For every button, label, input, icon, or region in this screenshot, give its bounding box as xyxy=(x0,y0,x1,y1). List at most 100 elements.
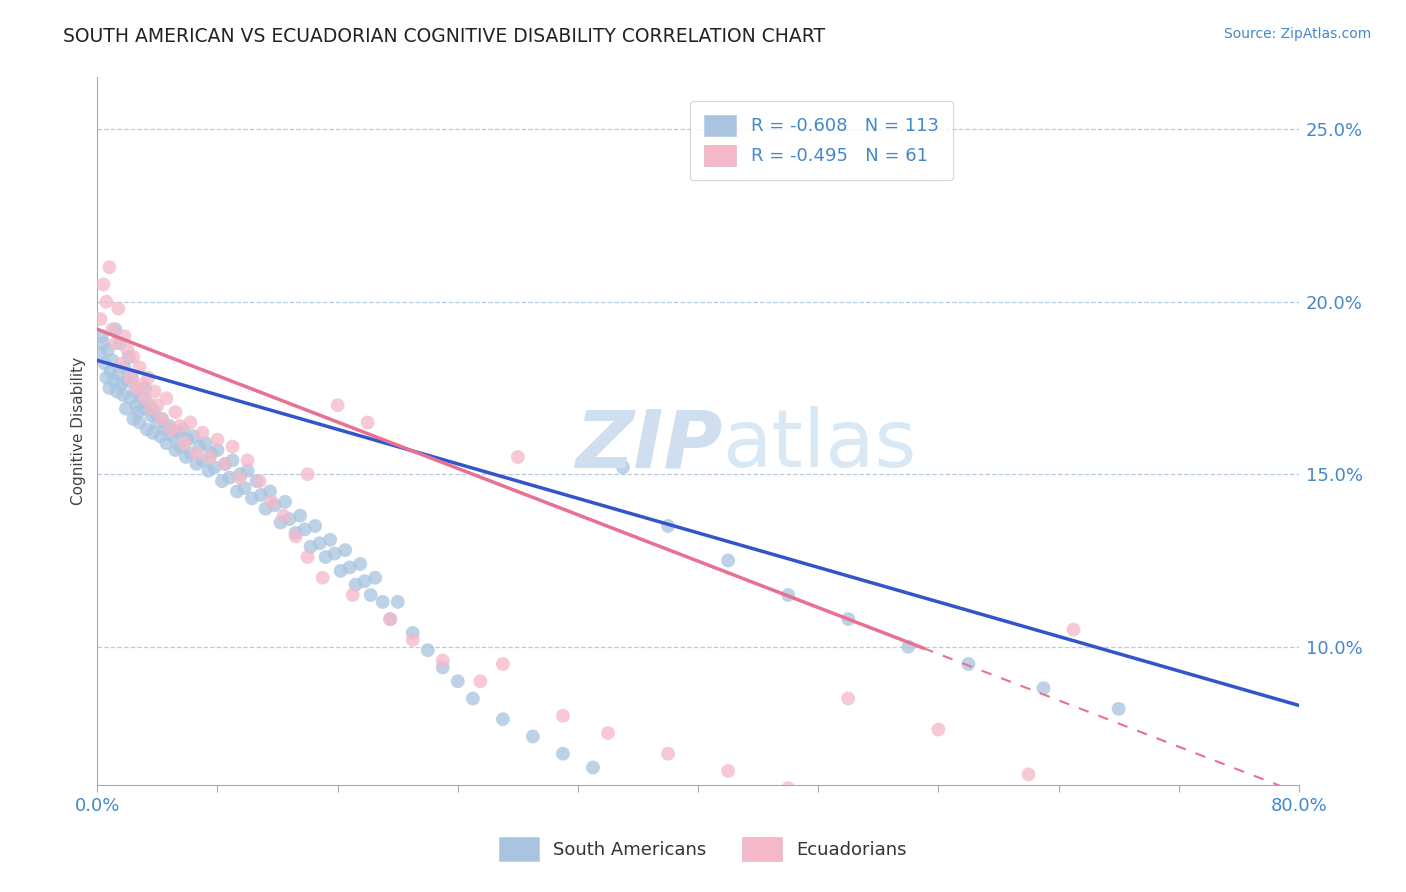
Point xyxy=(360,588,382,602)
Legend: R = -0.608   N = 113, R = -0.495   N = 61: R = -0.608 N = 113, R = -0.495 N = 61 xyxy=(689,101,953,180)
Point xyxy=(128,360,150,375)
Point xyxy=(380,612,402,626)
Point xyxy=(93,277,115,292)
Point xyxy=(118,350,141,364)
Point xyxy=(141,401,163,416)
Point xyxy=(311,571,333,585)
Point xyxy=(101,353,124,368)
Point xyxy=(121,370,143,384)
Point xyxy=(957,657,980,671)
Point xyxy=(146,416,169,430)
Point xyxy=(120,392,142,406)
Point xyxy=(339,560,361,574)
Point xyxy=(173,436,195,450)
Point xyxy=(612,460,634,475)
Point xyxy=(112,360,135,375)
Point xyxy=(110,357,132,371)
Point xyxy=(717,764,740,778)
Point xyxy=(1032,681,1054,695)
Point xyxy=(127,405,149,419)
Point xyxy=(96,294,118,309)
Point xyxy=(233,481,256,495)
Point xyxy=(179,416,201,430)
Point xyxy=(254,501,277,516)
Point xyxy=(297,549,319,564)
Y-axis label: Cognitive Disability: Cognitive Disability xyxy=(72,357,86,505)
Point xyxy=(778,588,800,602)
Point xyxy=(221,440,243,454)
Point xyxy=(197,464,219,478)
Point xyxy=(104,322,127,336)
Point xyxy=(100,364,122,378)
Point xyxy=(492,712,515,726)
Point xyxy=(551,747,574,761)
Point xyxy=(132,401,155,416)
Point xyxy=(204,460,226,475)
Point xyxy=(138,370,160,384)
Legend: South Americans, Ecuadorians: South Americans, Ecuadorians xyxy=(489,829,917,870)
Point xyxy=(172,422,194,436)
Point xyxy=(349,557,371,571)
Point xyxy=(329,564,352,578)
Point xyxy=(97,343,120,357)
Point xyxy=(155,392,177,406)
Point xyxy=(90,329,112,343)
Point xyxy=(183,429,205,443)
Point xyxy=(160,422,183,436)
Point xyxy=(93,336,115,351)
Point xyxy=(1108,702,1130,716)
Point xyxy=(333,543,356,558)
Point xyxy=(131,377,153,392)
Point xyxy=(447,674,470,689)
Point xyxy=(122,412,145,426)
Point xyxy=(837,612,859,626)
Point xyxy=(94,357,117,371)
Point xyxy=(214,457,236,471)
Point xyxy=(326,398,349,412)
Point xyxy=(142,425,165,440)
Point xyxy=(273,508,295,523)
Point xyxy=(153,422,176,436)
Point xyxy=(207,433,229,447)
Point xyxy=(837,691,859,706)
Point xyxy=(717,553,740,567)
Point xyxy=(98,381,121,395)
Point xyxy=(169,418,191,433)
Point xyxy=(98,260,121,275)
Point xyxy=(323,547,346,561)
Point xyxy=(299,540,322,554)
Point xyxy=(342,588,364,602)
Point xyxy=(274,495,297,509)
Point xyxy=(155,436,177,450)
Point xyxy=(128,416,150,430)
Point xyxy=(194,436,217,450)
Point xyxy=(117,374,139,388)
Point xyxy=(214,457,236,471)
Point xyxy=(191,453,214,467)
Point xyxy=(522,730,544,744)
Text: SOUTH AMERICAN VS ECUADORIAN COGNITIVE DISABILITY CORRELATION CHART: SOUTH AMERICAN VS ECUADORIAN COGNITIVE D… xyxy=(63,27,825,45)
Point xyxy=(402,626,425,640)
Point xyxy=(191,425,214,440)
Point xyxy=(111,388,134,402)
Point xyxy=(124,384,146,399)
Point xyxy=(250,488,273,502)
Point xyxy=(308,536,330,550)
Point xyxy=(353,574,375,589)
Point xyxy=(188,440,211,454)
Point xyxy=(229,467,252,482)
Point xyxy=(778,781,800,796)
Point xyxy=(461,691,484,706)
Point xyxy=(165,443,187,458)
Point xyxy=(240,491,263,506)
Text: atlas: atlas xyxy=(723,406,917,484)
Point xyxy=(89,346,111,360)
Point xyxy=(284,529,307,543)
Point xyxy=(165,405,187,419)
Point xyxy=(105,384,128,399)
Point xyxy=(120,370,142,384)
Point xyxy=(294,523,316,537)
Point xyxy=(167,425,190,440)
Point xyxy=(125,381,148,395)
Point xyxy=(297,467,319,482)
